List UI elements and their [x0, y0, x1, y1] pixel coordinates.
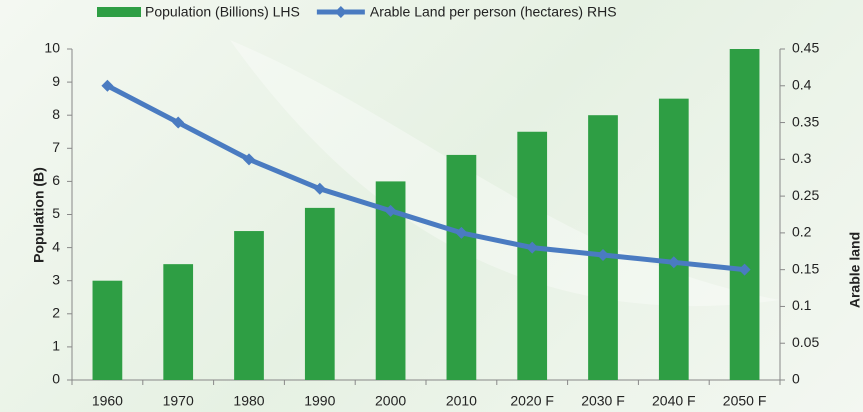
x-tick-label: 2040 F	[652, 393, 696, 409]
y2-tick-label: 0.45	[792, 40, 819, 56]
y-tick-label: 0	[52, 371, 60, 387]
legend-swatch	[335, 6, 347, 18]
bar	[163, 264, 193, 380]
y-tick-label: 5	[52, 205, 60, 221]
y-tick-label: 9	[52, 73, 60, 89]
legend-label: Arable Land per person (hectares) RHS	[370, 4, 617, 20]
bar	[447, 155, 477, 380]
y2-tick-label: 0.35	[792, 113, 819, 129]
x-tick-label: 1980	[233, 393, 264, 409]
x-tick-label: 1970	[163, 393, 194, 409]
x-tick-label: 2050 F	[723, 393, 767, 409]
y2-axis-label: Arable land	[847, 232, 863, 308]
y2-tick-label: 0.05	[792, 334, 819, 350]
y2-tick-label: 0.1	[792, 297, 812, 313]
legend-swatch	[97, 7, 141, 17]
y-tick-label: 10	[44, 40, 60, 56]
chart: Population (B) Arable land 0 1 2 3 4 5 6 7 8 9 10 0…	[0, 0, 863, 412]
x-tick-label: 2010	[446, 393, 477, 409]
y2-tick-label: 0.15	[792, 260, 819, 276]
bar	[234, 231, 264, 380]
legend-label: Population (Billions) LHS	[145, 4, 300, 20]
y-axis-label: Population (B)	[31, 167, 47, 263]
bar	[730, 49, 760, 380]
y-tick-label: 7	[52, 139, 60, 155]
y-tick-label: 6	[52, 172, 60, 188]
y2-tick-label: 0.4	[792, 76, 812, 92]
y-tick-label: 2	[52, 305, 60, 321]
bar	[588, 115, 618, 380]
y-tick-label: 3	[52, 271, 60, 287]
y2-tick-label: 0.2	[792, 224, 812, 240]
x-tick-label: 1990	[304, 393, 335, 409]
y-tick-label: 4	[52, 238, 60, 254]
x-tick-label: 2020 F	[510, 393, 554, 409]
bar	[305, 208, 335, 380]
x-tick-label: 2030 F	[581, 393, 625, 409]
bar	[517, 132, 547, 380]
y2-tick-label: 0.25	[792, 187, 819, 203]
bar	[659, 99, 689, 380]
y-tick-label: 8	[52, 106, 60, 122]
y2-tick-label: 0	[792, 371, 800, 387]
bar	[93, 281, 123, 380]
y-tick-label: 1	[52, 338, 60, 354]
x-tick-label: 2000	[375, 393, 406, 409]
y2-tick-label: 0.3	[792, 150, 812, 166]
x-tick-label: 1960	[92, 393, 123, 409]
